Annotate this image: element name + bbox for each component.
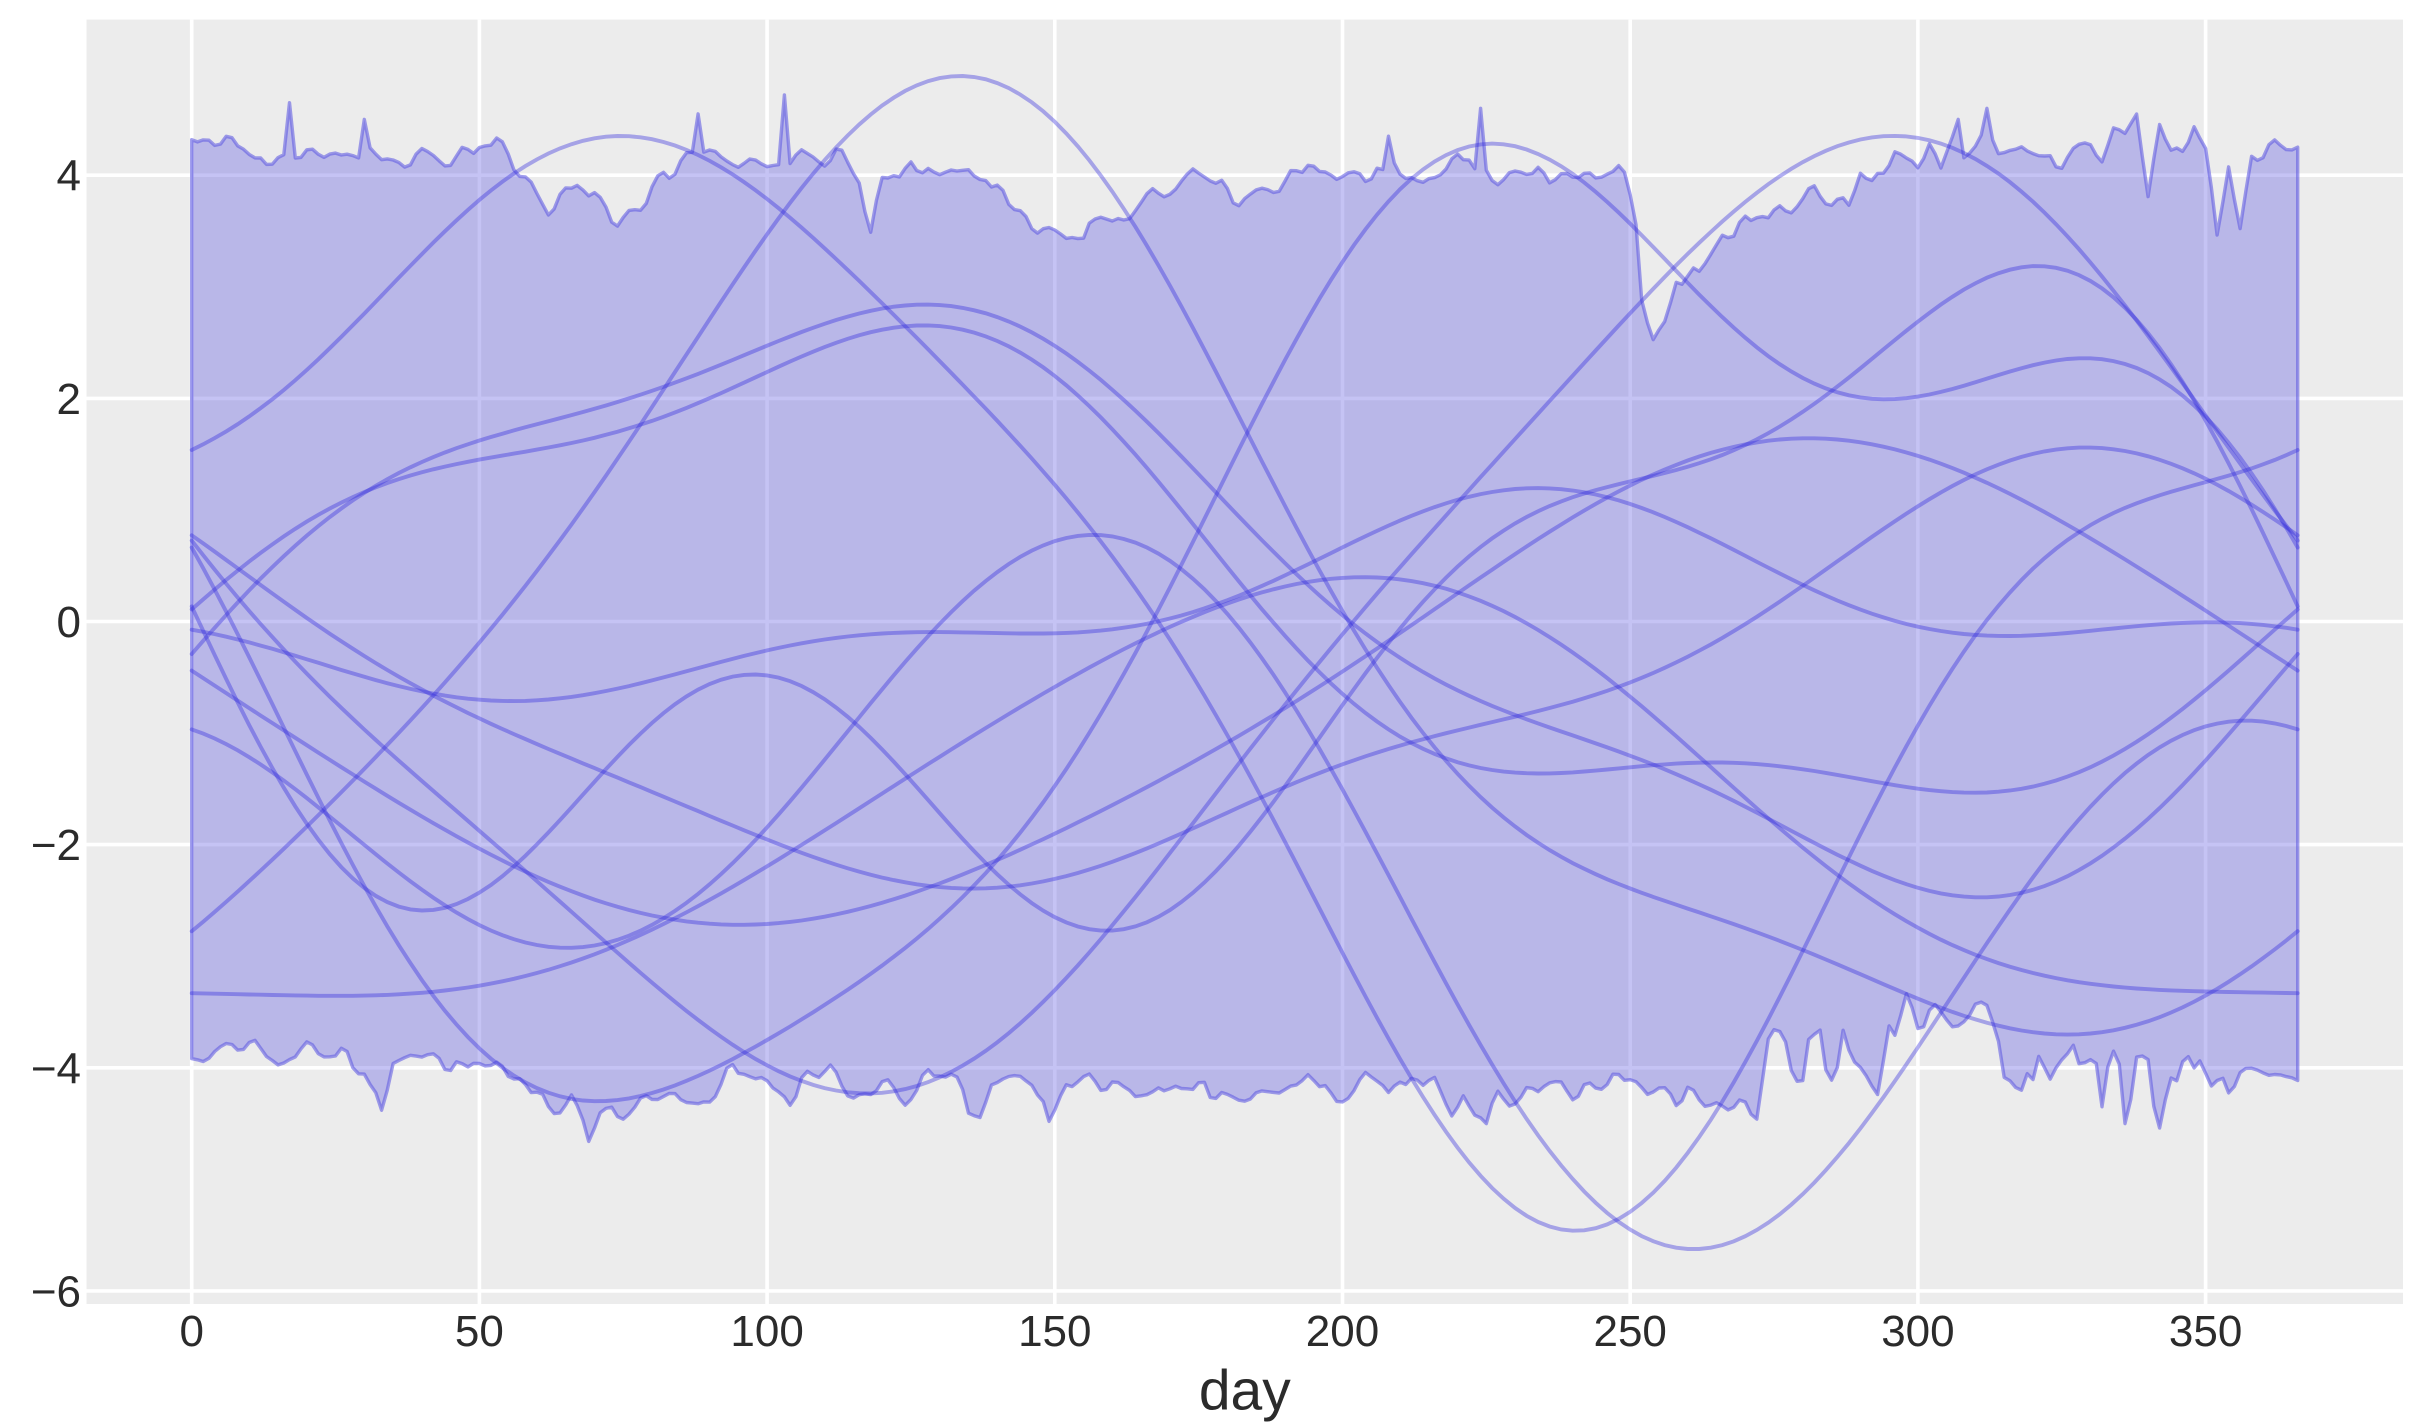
svg-text:4: 4	[57, 152, 81, 201]
svg-text:2: 2	[57, 375, 81, 424]
svg-text:150: 150	[1018, 1307, 1091, 1356]
svg-text:−4: −4	[31, 1044, 81, 1093]
svg-text:0: 0	[179, 1307, 203, 1356]
svg-text:day: day	[1199, 1359, 1291, 1423]
svg-text:−6: −6	[31, 1267, 81, 1316]
svg-text:0: 0	[57, 598, 81, 647]
svg-text:200: 200	[1306, 1307, 1379, 1356]
svg-text:−2: −2	[31, 821, 81, 870]
svg-text:50: 50	[455, 1307, 504, 1356]
svg-text:250: 250	[1593, 1307, 1666, 1356]
svg-text:350: 350	[2169, 1307, 2242, 1356]
svg-text:100: 100	[730, 1307, 803, 1356]
svg-text:300: 300	[1881, 1307, 1954, 1356]
